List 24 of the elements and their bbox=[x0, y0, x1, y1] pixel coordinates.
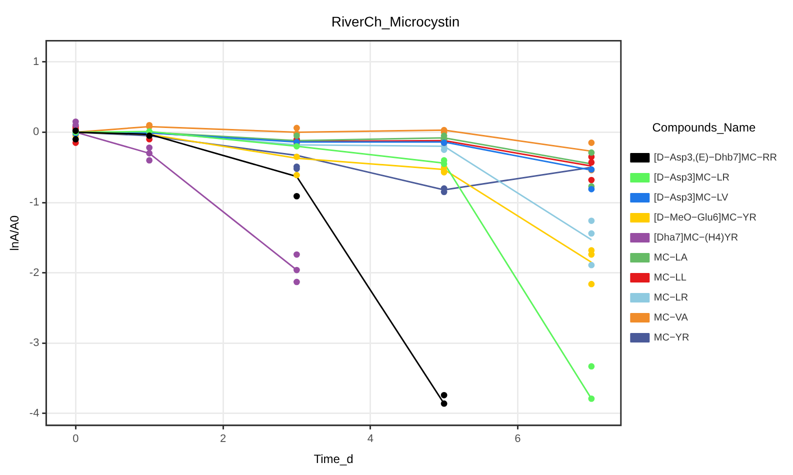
x-tick-label: 4 bbox=[367, 433, 374, 446]
x-tick-label: 6 bbox=[514, 433, 521, 446]
legend-label: [D−Asp3]MC−LR bbox=[654, 172, 730, 184]
y-tick-label: -3 bbox=[29, 337, 40, 350]
y-tick-label: -1 bbox=[29, 196, 40, 209]
x-tick-label: 0 bbox=[72, 433, 79, 446]
legend-label: MC−LA bbox=[654, 252, 688, 264]
y-axis-title: lnA/A0 bbox=[8, 215, 22, 251]
x-tick-label: 2 bbox=[220, 433, 226, 446]
legend-label: [D−Asp3]MC−LV bbox=[654, 192, 729, 204]
chart-title: RiverCh_Microcystin bbox=[331, 13, 460, 30]
legend-title: Compounds_Name bbox=[652, 120, 756, 135]
y-tick-label: 1 bbox=[33, 56, 40, 68]
legend-label: [D−MeO−Glu6]MC−YR bbox=[654, 212, 756, 224]
legend-label: [D−Asp3,(E)−Dhb7]MC−RR bbox=[654, 152, 778, 164]
y-tick-label: -4 bbox=[29, 407, 40, 420]
x-axis-title: Time_d bbox=[314, 452, 354, 466]
legend-label: MC−LL bbox=[654, 272, 687, 284]
y-tick-label: 0 bbox=[33, 126, 40, 138]
legend-label: [Dha7]MC−(H4)YR bbox=[654, 232, 738, 244]
legend-label: MC−YR bbox=[654, 332, 690, 344]
legend-label: MC−VA bbox=[654, 312, 688, 324]
legend-label: MC−LR bbox=[654, 292, 688, 304]
y-tick-label: -2 bbox=[29, 266, 40, 279]
